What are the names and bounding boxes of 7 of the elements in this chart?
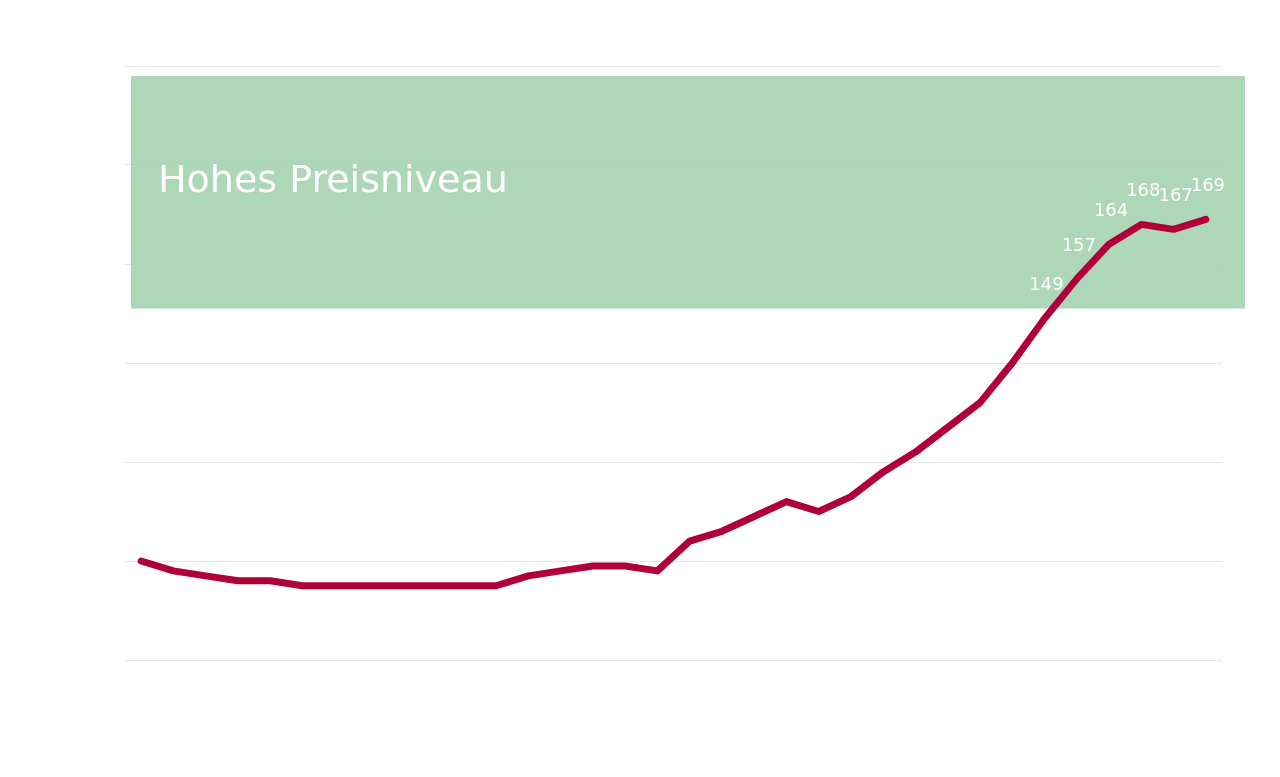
data-label: 164 [1093,198,1129,220]
data-label: 167 [1158,184,1193,206]
data-label: 168 [1126,179,1161,201]
data-label: 157 [1061,233,1096,255]
data-label: 149 [1029,273,1064,295]
band-label: Hohes Preisniveau [158,157,508,202]
data-label: 169 [1190,174,1226,196]
